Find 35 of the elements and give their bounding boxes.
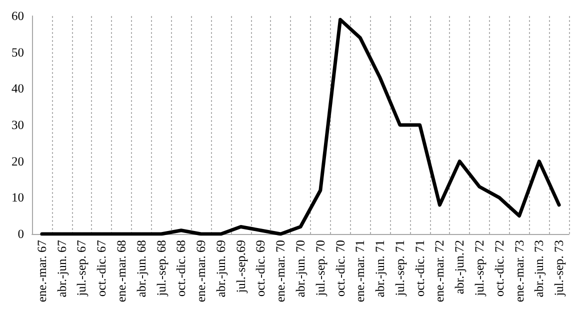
x-tick-label: abr.-jun. 68 <box>134 240 148 298</box>
y-tick-label: 40 <box>12 82 24 96</box>
y-tick-label: 50 <box>12 45 24 60</box>
x-tick-label: ene.-mar. 73 <box>512 240 526 302</box>
x-tick-label: abr.-jun. 71 <box>373 240 388 298</box>
x-tick-label: jul.-sep. 70 <box>313 240 328 297</box>
x-tick-label: jul.-sep. 68 <box>154 240 168 297</box>
line-series <box>40 18 561 236</box>
x-tick-label: jul.-sep.69 <box>234 240 248 294</box>
y-tick-label: 60 <box>12 9 24 23</box>
x-tick-label: oct.-dic. 70 <box>333 240 348 297</box>
x-tick-label: oct.-dic. 68 <box>174 240 188 297</box>
x-tick-label: ene.-mar. 70 <box>274 240 288 302</box>
x-tick-label: abr.-jun.72 <box>452 240 467 294</box>
x-tick-label: ene.-mar. 71 <box>353 240 368 302</box>
x-tick-label: abr.-jun. 70 <box>294 240 308 298</box>
x-tick-label: ene.-mar. 68 <box>114 240 128 302</box>
y-tick-label: 20 <box>12 154 24 168</box>
x-tick-label: oct.-dic. 67 <box>94 240 109 297</box>
x-tick-label: jul.-sep. 71 <box>392 240 407 297</box>
x-tick-label: abr.-jun. 73 <box>532 240 546 298</box>
x-tick-label: oct.-dic. 72 <box>492 240 506 297</box>
x-tick-label: oct.-dic. 69 <box>254 240 268 297</box>
x-tick-label: ene.-mar. 72 <box>432 240 447 302</box>
x-tick-label: ene.-mar. 69 <box>194 240 208 302</box>
x-tick-label: jul.-sep. 72 <box>472 240 486 297</box>
y-tick-label: 10 <box>12 190 24 205</box>
x-tick-label: oct.-dic. 71 <box>412 240 427 297</box>
x-tick-label: jul.-sep. 73 <box>552 240 566 297</box>
x-tick-label: ene.-mar. 67 <box>34 240 49 302</box>
x-tick-label: jul.-sep. 67 <box>74 240 89 297</box>
x-tick-label: abr.-jun. 67 <box>54 240 69 298</box>
y-tick-label: 30 <box>12 118 24 132</box>
y-tick-label: 0 <box>18 227 24 241</box>
x-tick-label: abr.-jun. 69 <box>214 240 228 298</box>
